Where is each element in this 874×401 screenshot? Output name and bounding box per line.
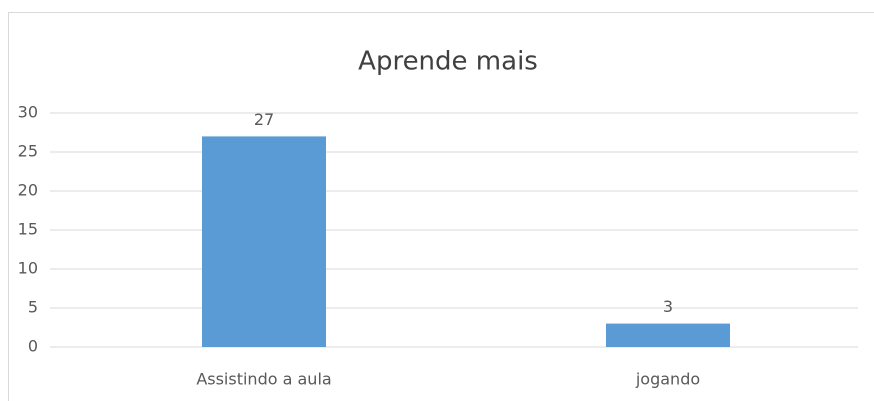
- chart-border: [8, 12, 874, 401]
- data-label: 27: [254, 110, 274, 129]
- y-tick-label: 0: [28, 337, 38, 356]
- x-tick-label: Assistindo a aula: [196, 370, 331, 389]
- y-tick-label: 10: [18, 259, 38, 278]
- x-tick-label: jogando: [635, 370, 700, 389]
- chart-title: Aprende mais: [358, 47, 538, 77]
- data-label: 3: [663, 297, 673, 316]
- y-tick-label: 5: [28, 298, 38, 317]
- y-tick-label: 30: [18, 103, 38, 122]
- y-tick-label: 15: [18, 220, 38, 239]
- bar: [202, 136, 326, 347]
- y-tick-label: 25: [18, 142, 38, 161]
- bar: [606, 323, 730, 347]
- y-tick-label: 20: [18, 181, 38, 200]
